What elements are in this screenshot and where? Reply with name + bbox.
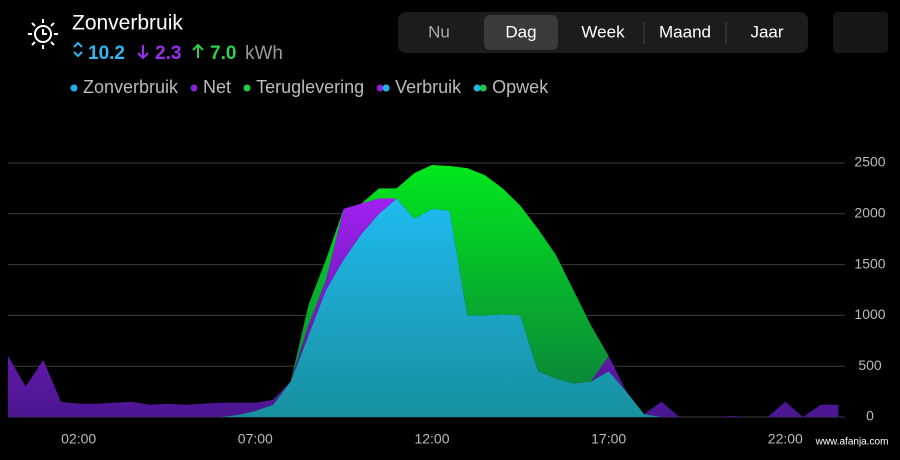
x-tick-label: 02:00 — [61, 431, 96, 447]
grid-used: 2.3 — [155, 43, 181, 64]
arrow-icon — [73, 41, 83, 58]
tab[interactable]: Jaar — [750, 22, 783, 41]
up-icon — [192, 43, 204, 58]
y-tick-label: 2500 — [854, 154, 885, 170]
area — [8, 198, 839, 417]
tab[interactable]: Dag — [505, 22, 536, 41]
tab[interactable]: Nu — [428, 22, 450, 41]
legend-dot — [190, 84, 198, 92]
down-icon — [137, 45, 149, 60]
y-tick-label: 0 — [866, 408, 874, 424]
title: Zonverbruik — [72, 12, 183, 35]
returned: 7.0 — [210, 43, 236, 64]
sun-clock-icon — [28, 19, 58, 49]
y-tick-label: 1000 — [854, 306, 885, 322]
legend-dot — [479, 84, 487, 92]
y-tick-label: 500 — [858, 357, 882, 373]
tab[interactable]: Maand — [659, 22, 711, 41]
y-tick-label: 2000 — [854, 205, 885, 221]
legend-label: Verbruik — [395, 77, 462, 97]
x-tick-label: 12:00 — [414, 431, 449, 447]
menu-button[interactable] — [833, 12, 888, 53]
legend-dot — [70, 84, 78, 92]
x-tick-label: 07:00 — [238, 431, 273, 447]
legend-label: Opwek — [492, 77, 549, 97]
x-tick-label: 22:00 — [768, 431, 803, 447]
y-tick-label: 1500 — [854, 255, 885, 271]
x-tick-label: 17:00 — [591, 431, 626, 447]
unit: kWh — [245, 43, 283, 64]
solar-used: 10.2 — [88, 43, 125, 64]
legend-label: Teruglevering — [256, 77, 364, 97]
tab[interactable]: Week — [581, 22, 625, 41]
legend-dot — [376, 84, 384, 92]
legend-dot — [473, 84, 481, 92]
legend-label: Zonverbruik — [83, 77, 179, 97]
tab-active-bg — [484, 15, 558, 50]
legend-label: Net — [203, 77, 231, 97]
legend-dot — [382, 84, 390, 92]
watermark: www.afanja.com — [815, 437, 889, 448]
legend-dot — [243, 84, 251, 92]
